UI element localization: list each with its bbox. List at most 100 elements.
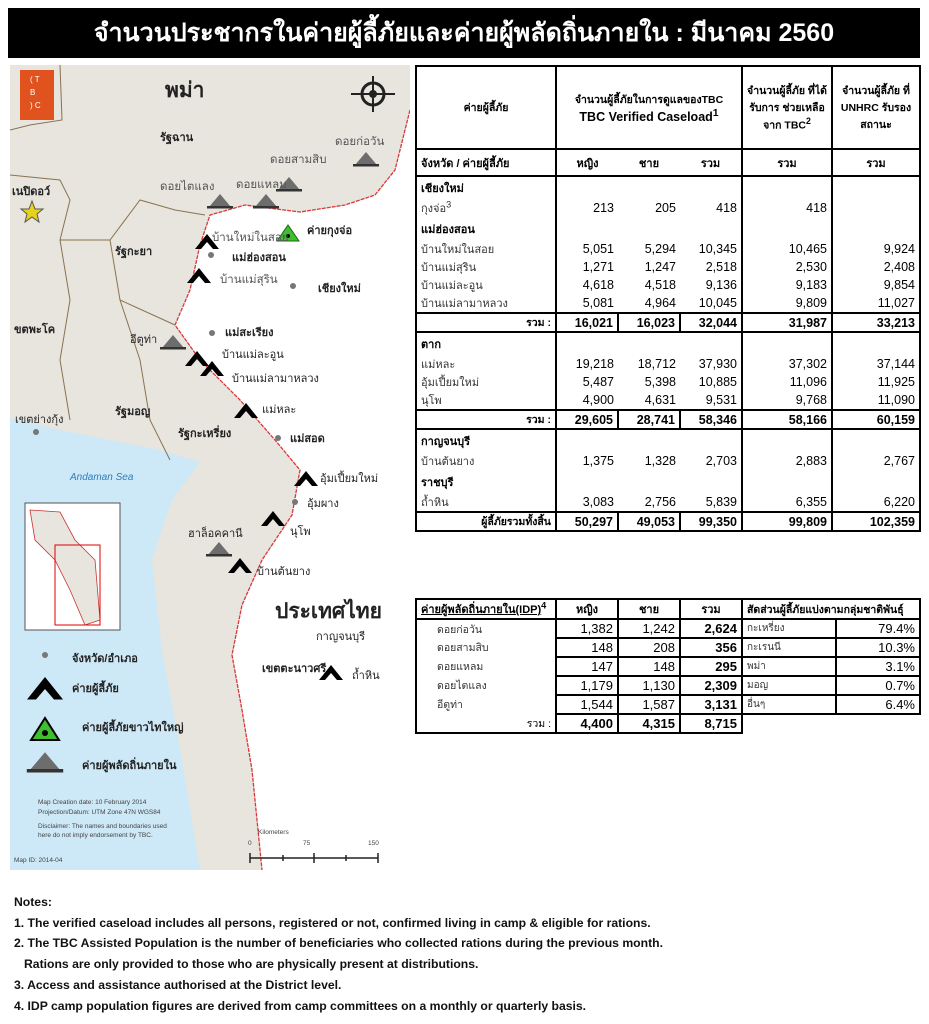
empty-cell bbox=[618, 176, 680, 199]
subheader-female: หญิง bbox=[555, 148, 618, 177]
total-cell: 99,350 bbox=[678, 511, 744, 532]
value-cell: 3,083 bbox=[555, 493, 618, 512]
idp-total-row: รวม :4,400 4,315 8,715 bbox=[415, 713, 920, 734]
subheader-male: ชาย bbox=[617, 148, 680, 177]
value-cell: 2,530 bbox=[741, 258, 833, 276]
subtotal-row: รวม :29,605 28,741 58,346 58,166 60,159 bbox=[415, 409, 921, 430]
idp-value: 356 bbox=[679, 637, 743, 658]
camp-name: บ้านต้นยาง bbox=[415, 452, 557, 470]
camp-name-text: แม่หละ bbox=[421, 359, 456, 371]
idp-total-value: 4,315 bbox=[617, 713, 681, 734]
empty-cell bbox=[831, 217, 921, 240]
header-camp: ค่ายผู้ลี้ภัย bbox=[415, 65, 557, 150]
total-cell: 58,166 bbox=[741, 409, 833, 430]
idp-row: อีตูท่า 1,544 1,587 3,131 อื่นๆ 6.4% bbox=[415, 694, 921, 715]
total-cell: 32,044 bbox=[678, 312, 744, 333]
empty-cell bbox=[679, 429, 744, 452]
map-label: บ้านต้นยาง bbox=[257, 566, 311, 578]
footnote-3: 3 bbox=[446, 199, 452, 210]
idp-camp-name: ดอยแหลม bbox=[415, 657, 556, 676]
camp-name-text: บ้านใหม่ในสอย bbox=[421, 244, 495, 256]
value-cell: 5,487 bbox=[555, 373, 618, 391]
empty-cell bbox=[679, 470, 744, 493]
value-cell: 9,768 bbox=[741, 391, 833, 410]
scale-tick: 150 bbox=[368, 840, 379, 847]
svg-text:) C: ) C bbox=[30, 101, 41, 110]
idp-value: 1,587 bbox=[617, 694, 681, 715]
camp-name: อุ้มเปี้ยมใหม่ bbox=[415, 373, 557, 391]
map-credit: Map ID: 2014-04 bbox=[14, 857, 63, 864]
total-cell: 99,809 bbox=[741, 511, 833, 532]
value-cell: 4,631 bbox=[644, 393, 676, 407]
subheader-assist-total: รวม bbox=[741, 148, 833, 177]
compass-icon bbox=[351, 76, 395, 112]
camp-name-text: นุโพ bbox=[421, 395, 442, 407]
table-row: บ้านแม่ลามาหลวง 5,081 4,964 10,045 9,809 11,0… bbox=[415, 294, 921, 313]
subheader-province: จังหวัด / ค่ายผู้ลี้ภัย bbox=[415, 148, 557, 177]
page-title: จำนวนประชากรในค่ายผู้ลี้ภัยและค่ายผู้พลั… bbox=[8, 8, 920, 58]
empty-cell bbox=[556, 332, 618, 355]
header-tbc-th: จำนวนผู้ลี้ภัยในการดูแลของTBC bbox=[574, 93, 724, 106]
camp-name-text: ถ้ำหิน bbox=[421, 497, 449, 509]
value-cell: 1,375 bbox=[555, 452, 618, 470]
map-label: แม่ฮ่องสอน bbox=[232, 252, 286, 264]
map-label: ถ้ำหิน bbox=[352, 670, 380, 682]
notes-title: Notes: bbox=[14, 895, 52, 909]
map-label: แม่สอด bbox=[290, 433, 325, 445]
map-label: ดอยสามสิบ bbox=[270, 154, 327, 166]
legend-label: ค่ายผู้พลัดถิ่นภายใน bbox=[82, 760, 177, 772]
idp-table: ค่ายผู้พลัดถิ่นภายใน(IDP)4 หญิง ชาย รวม สัดส… bbox=[415, 598, 921, 734]
table-row: นุโพ 4,900 4,631 9,531 9,768 11,090 bbox=[415, 391, 921, 410]
ethnic-value: 0.7% bbox=[835, 675, 921, 696]
value-cell: 37,930 bbox=[679, 355, 744, 373]
idp-total-value: 8,715 bbox=[679, 713, 743, 734]
province-label: ราชบุรี bbox=[415, 470, 557, 493]
total-cell: 50,297 bbox=[555, 511, 619, 532]
idp-value: 1,544 bbox=[555, 694, 619, 715]
table-row: ถ้ำหิน 3,083 2,756 5,839 6,355 6,220 bbox=[415, 493, 921, 512]
ethnic-value: 3.1% bbox=[835, 656, 921, 677]
map-label: แม่หละ bbox=[262, 404, 297, 416]
empty-cell bbox=[556, 429, 618, 452]
value-cell: 10,045 bbox=[679, 294, 744, 313]
value-cell: 9,809 bbox=[741, 294, 833, 313]
grand-total-row: ผู้ลี้ภัยรวมทั้งสิ้น 50,297 49,053 99,350 99… bbox=[415, 511, 921, 532]
value-cell: 18,712 bbox=[637, 357, 676, 371]
value-cell: 2,756 bbox=[644, 495, 676, 509]
ethnic-value: 6.4% bbox=[835, 694, 921, 715]
refugee-camp-icon bbox=[319, 665, 343, 680]
camp-name: บ้านแม่สุริน bbox=[415, 258, 557, 276]
idp-camp-name: อีตูท่า bbox=[415, 695, 556, 714]
idp-camp-icon bbox=[162, 335, 184, 348]
map-label: Andaman Sea bbox=[70, 472, 134, 483]
idp-value: 2,624 bbox=[679, 618, 743, 639]
value-cell: 1,247 bbox=[644, 260, 676, 274]
empty-cell bbox=[741, 217, 833, 240]
value-cell: 213 bbox=[555, 199, 618, 217]
map-label: รัฐมอญ bbox=[115, 406, 151, 418]
map-credit: Projection/Datum: UTM Zone 47N WGS84 bbox=[38, 809, 161, 816]
note-3: 3. Access and assistance authorised at t… bbox=[14, 977, 342, 992]
svg-text:B: B bbox=[30, 88, 35, 97]
town-dot-icon bbox=[292, 499, 298, 505]
camp-name: บ้านใหม่ในสอย bbox=[415, 240, 557, 258]
idp-camp-icon bbox=[209, 194, 231, 207]
table-row: กาญจนบุรี bbox=[415, 429, 921, 452]
map-label: เขตย่างกุ้ง bbox=[15, 414, 64, 426]
note-2: 2. The TBC Assisted Population is the nu… bbox=[14, 936, 663, 951]
map-label: รัฐฉาน bbox=[160, 132, 194, 144]
scale-tick: 0 bbox=[248, 840, 252, 847]
idp-value: 148 bbox=[617, 656, 681, 677]
table-row: แม่หละ 19,218 18,712 37,930 37,302 37,144 bbox=[415, 355, 921, 373]
idp-value: 3,131 bbox=[679, 694, 743, 715]
header-assist-text: จำนวนผู้ลี้ภัย ที่ได้รับการ ช่วยเหลือจาก… bbox=[747, 84, 827, 132]
idp-value: 1,242 bbox=[617, 618, 681, 639]
idp-value: 1,130 bbox=[617, 675, 681, 696]
idp-col-header: หญิง bbox=[555, 598, 619, 620]
value-cell: 6,220 bbox=[831, 493, 921, 512]
ethnic-name: อื่นๆ bbox=[741, 694, 837, 715]
province-label: แม่ฮ่องสอน bbox=[415, 217, 557, 240]
camp-name: ถ้ำหิน bbox=[415, 493, 557, 512]
camp-name: กุงจ่อ3 bbox=[415, 199, 557, 217]
value-cell: 9,136 bbox=[679, 276, 744, 294]
